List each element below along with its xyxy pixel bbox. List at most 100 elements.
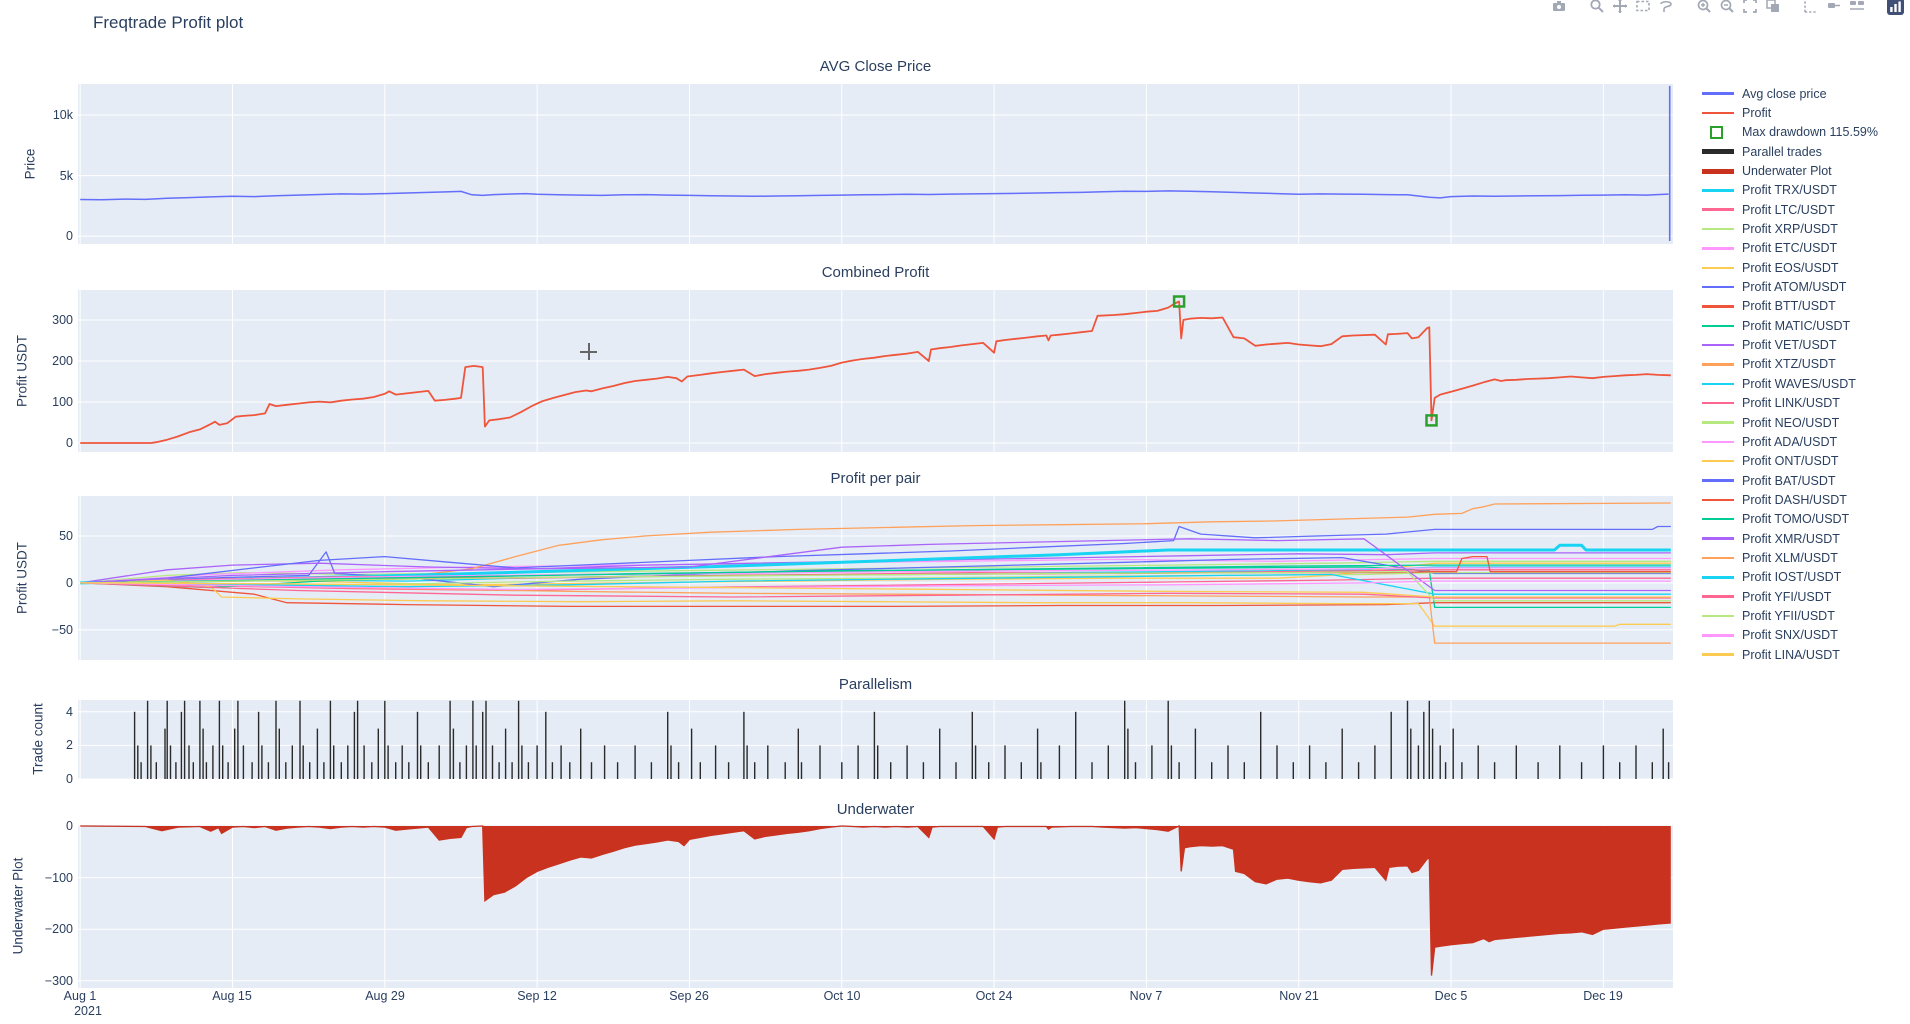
legend-swatch — [1702, 421, 1736, 424]
trade-count-bar — [384, 700, 386, 779]
legend-item-profit-xlm-usdt[interactable]: Profit XLM/USDT — [1702, 548, 1878, 567]
y-tick-label: 4 — [66, 705, 73, 719]
legend-item-profit-btt-usdt[interactable]: Profit BTT/USDT — [1702, 297, 1878, 316]
y-tick-label: 0 — [66, 576, 73, 590]
legend-swatch-line — [1702, 517, 1734, 521]
legend-swatch-line — [1702, 556, 1734, 560]
lasso-select-icon[interactable] — [1657, 0, 1675, 15]
trade-count-bar — [536, 745, 538, 779]
plotly-logo[interactable] — [1886, 0, 1904, 15]
trade-count-bar — [1357, 762, 1360, 779]
trade-count-bar — [841, 762, 843, 779]
trade-count-bar — [603, 745, 606, 779]
legend-item-max-drawdown-115-59[interactable]: Max drawdown 115.59% — [1702, 123, 1878, 142]
legend-item-profit-yfii-usdt[interactable]: Profit YFII/USDT — [1702, 606, 1878, 625]
legend-item-profit-neo-usdt[interactable]: Profit NEO/USDT — [1702, 413, 1878, 432]
legend-item-parallel-trades[interactable]: Parallel trades — [1702, 142, 1878, 161]
legend-item-profit-iost-usdt[interactable]: Profit IOST/USDT — [1702, 568, 1878, 587]
legend-item-profit-ltc-usdt[interactable]: Profit LTC/USDT — [1702, 200, 1878, 219]
trade-count-bar — [452, 728, 455, 779]
trade-count-bar — [580, 728, 582, 779]
series-profit-waves-usdt — [80, 543, 1671, 585]
trade-count-bar — [551, 762, 554, 779]
legend-item-profit-link-usdt[interactable]: Profit LINK/USDT — [1702, 394, 1878, 413]
legend-item-profit[interactable]: Profit — [1702, 103, 1878, 122]
legend-item-profit-xtz-usdt[interactable]: Profit XTZ/USDT — [1702, 355, 1878, 374]
legend-item-profit-matic-usdt[interactable]: Profit MATIC/USDT — [1702, 316, 1878, 335]
series-profit-tomo-usdt — [80, 564, 1671, 584]
zoom-out-icon[interactable] — [1718, 0, 1736, 15]
trade-count-bar — [482, 711, 484, 779]
trade-count-bar — [202, 728, 204, 779]
legend-label: Profit XLM/USDT — [1742, 550, 1838, 565]
trade-count-bar — [275, 700, 277, 779]
trade-count-bar — [1075, 711, 1077, 779]
legend-swatch-square — [1710, 125, 1723, 139]
legend-item-profit-waves-usdt[interactable]: Profit WAVES/USDT — [1702, 374, 1878, 393]
trade-count-bar — [472, 700, 474, 779]
legend-item-profit-eos-usdt[interactable]: Profit EOS/USDT — [1702, 258, 1878, 277]
zoom-icon[interactable] — [1588, 0, 1606, 15]
box-select-icon[interactable] — [1634, 0, 1652, 15]
trade-count-bar — [395, 762, 397, 779]
legend-swatch-line — [1702, 440, 1734, 444]
zoom-in-icon[interactable] — [1695, 0, 1713, 15]
legend-swatch-line — [1702, 614, 1734, 618]
trade-count-bar — [146, 700, 149, 779]
reset-axes-icon[interactable] — [1764, 0, 1782, 15]
toggle-spikelines-icon[interactable] — [1802, 0, 1820, 15]
legend-item-profit-atom-usdt[interactable]: Profit ATOM/USDT — [1702, 277, 1878, 296]
x-tick-label: Oct 10 — [823, 989, 861, 1003]
legend-item-profit-trx-usdt[interactable]: Profit TRX/USDT — [1702, 181, 1878, 200]
trade-count-bar — [1091, 762, 1093, 779]
y-tick-label: 0 — [66, 229, 73, 243]
legend-label: Profit YFI/USDT — [1742, 589, 1832, 604]
legend-item-profit-etc-usdt[interactable]: Profit ETC/USDT — [1702, 239, 1878, 258]
legend-swatch — [1702, 498, 1736, 502]
pan-icon[interactable] — [1611, 0, 1629, 15]
legend-swatch-line — [1702, 653, 1734, 656]
trade-count-bar — [504, 728, 507, 779]
legend-item-profit-ont-usdt[interactable]: Profit ONT/USDT — [1702, 452, 1878, 471]
legend-swatch — [1702, 285, 1736, 289]
trade-count-bar — [634, 745, 636, 779]
legend-item-profit-xrp-usdt[interactable]: Profit XRP/USDT — [1702, 219, 1878, 238]
trade-count-bar — [527, 762, 530, 779]
legend-label: Avg close price — [1742, 86, 1827, 101]
legend-swatch-line — [1702, 363, 1734, 366]
trade-count-bar — [1151, 745, 1153, 779]
trade-count-bar — [743, 711, 745, 779]
legend-item-profit-snx-usdt[interactable]: Profit SNX/USDT — [1702, 626, 1878, 645]
series-profit-btt-usdt — [80, 582, 1671, 608]
legend-item-profit-xmr-usdt[interactable]: Profit XMR/USDT — [1702, 529, 1878, 548]
trade-count-bar — [670, 745, 672, 779]
legend-swatch-line — [1702, 498, 1734, 502]
trade-count-bar — [387, 745, 389, 779]
trade-count-bar — [1390, 711, 1392, 779]
marker-max-drawdown-end — [1425, 414, 1438, 427]
legend-item-profit-vet-usdt[interactable]: Profit VET/USDT — [1702, 335, 1878, 354]
legend-item-profit-bat-usdt[interactable]: Profit BAT/USDT — [1702, 471, 1878, 490]
hover-closest-icon[interactable] — [1825, 0, 1843, 15]
trade-count-bar — [545, 711, 547, 779]
trade-count-bar — [329, 700, 332, 779]
hover-compare-icon[interactable] — [1848, 0, 1866, 15]
legend-item-profit-dash-usdt[interactable]: Profit DASH/USDT — [1702, 490, 1878, 509]
legend-item-avg-close-price[interactable]: Avg close price — [1702, 84, 1878, 103]
plot-area-0[interactable] — [78, 84, 1673, 244]
legend-item-profit-tomo-usdt[interactable]: Profit TOMO/USDT — [1702, 510, 1878, 529]
trade-count-bar — [939, 728, 941, 779]
legend-item-profit-yfi-usdt[interactable]: Profit YFI/USDT — [1702, 587, 1878, 606]
trade-count-bar — [727, 762, 730, 779]
legend-item-profit-lina-usdt[interactable]: Profit LINA/USDT — [1702, 645, 1878, 664]
trade-count-bar — [1308, 745, 1311, 779]
series-underwater-area — [80, 826, 1671, 976]
legend-item-profit-ada-usdt[interactable]: Profit ADA/USDT — [1702, 432, 1878, 451]
camera-icon[interactable] — [1550, 0, 1568, 15]
series-profit-yfi-usdt — [80, 582, 1671, 599]
plot-area-1[interactable] — [78, 290, 1673, 452]
legend-item-underwater-plot[interactable]: Underwater Plot — [1702, 161, 1878, 180]
legend-swatch — [1702, 125, 1736, 139]
